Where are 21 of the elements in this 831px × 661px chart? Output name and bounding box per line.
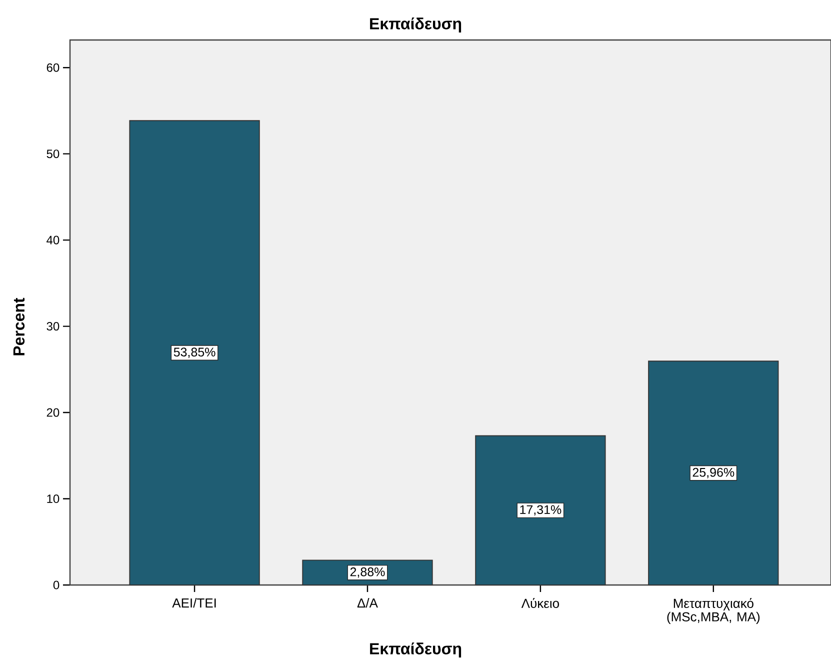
x-axis-title: Εκπαίδευση [370,642,462,658]
x-tick-label: Δ/Α [357,598,378,608]
bar [475,435,606,586]
y-tick-label: 40 [46,236,60,244]
y-tick-label: 20 [46,408,60,417]
chart-title: Εκπαίδευση [370,17,462,33]
data-label: 25,96% [692,468,734,478]
bar [648,360,779,586]
data-label: 17,31% [520,505,562,516]
y-axis-title: Percent [13,298,25,356]
y-tick-label: 30 [46,322,60,331]
bar [129,120,260,586]
x-tick-label: Μεταπτυχιακό (MSc,MBA, MA) [667,598,760,624]
y-tick-label: 60 [46,63,60,72]
y-tick-label: 10 [47,494,60,504]
data-label: 53,85% [174,348,216,358]
y-tick-label: 50 [46,150,60,158]
x-tick-label: Λύκειο [521,598,560,608]
x-tick-label: ΑΕΙ/ΤΕΙ [172,598,216,608]
y-tick-label: 0 [53,580,60,590]
data-label: 2,88% [350,567,385,578]
